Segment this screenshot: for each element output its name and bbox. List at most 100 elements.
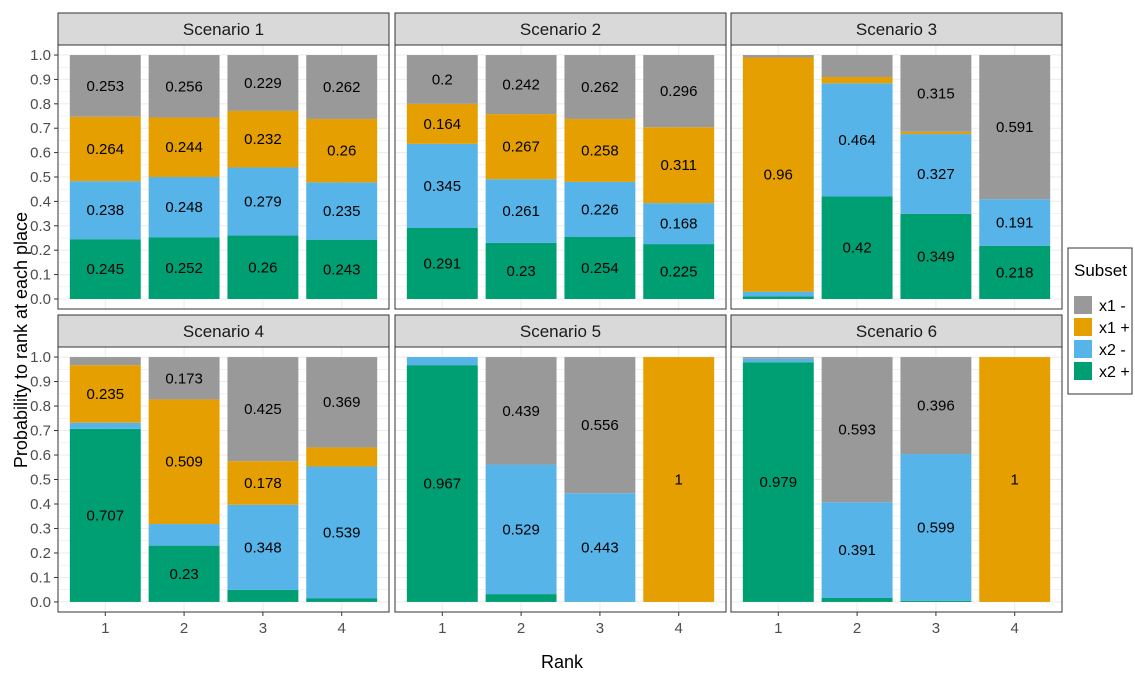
y-tick-label: 0.5 (30, 472, 51, 489)
x-tick-label: 4 (338, 620, 346, 637)
bar-segment-x1p (69, 365, 141, 423)
bar-value-label: 0.235 (87, 386, 125, 403)
bar-value-label: 0.248 (165, 199, 203, 216)
bar-segment-x2m (900, 134, 972, 214)
bar-value-label: 0.348 (244, 539, 282, 556)
y-tick-label: 1.0 (30, 349, 51, 366)
bar-value-label: 0.26 (327, 143, 356, 160)
legend-title: Subset (1074, 261, 1127, 280)
bar-segment-x1m (979, 55, 1051, 200)
bar-segment-x2m (227, 504, 299, 590)
facet-strip-label: Scenario 2 (520, 20, 601, 39)
bar-segment-x1m (485, 55, 557, 115)
x-tick-label: 4 (1011, 620, 1019, 637)
x-tick-label: 2 (180, 620, 188, 637)
bar-value-label: 1 (1011, 472, 1019, 489)
bar-segment-x2m (564, 181, 636, 238)
bar-segment-x1p (148, 117, 220, 177)
x-tick-label: 1 (774, 620, 782, 637)
bar-value-label: 0.591 (996, 119, 1034, 136)
facet-strip-label: Scenario 1 (183, 20, 264, 39)
bar-segment-x2p (900, 213, 972, 299)
bar-value-label: 0.556 (581, 417, 619, 434)
y-tick-label: 0.5 (30, 169, 51, 186)
bar-value-label: 0.291 (424, 255, 462, 272)
bar-value-label: 0.226 (581, 201, 619, 218)
bar-value-label: 0.279 (244, 194, 282, 211)
y-tick-label: 0.2 (30, 545, 51, 562)
bar-value-label: 0.311 (660, 157, 696, 174)
legend-label: x2 + (1099, 364, 1130, 381)
bar-segment-x2m (742, 291, 814, 297)
bar-segment-x1m (564, 55, 636, 119)
bar-value-label: 0.267 (502, 139, 540, 156)
bar-segment-x1p (742, 57, 814, 292)
bar-segment-x2p (821, 196, 893, 299)
bar-value-label: 0.509 (165, 454, 203, 471)
bar-segment-x1m (69, 357, 141, 366)
bar-segment-x1p (306, 447, 378, 467)
y-tick-label: 0.4 (30, 193, 51, 210)
legend-label: x2 - (1099, 342, 1126, 359)
bar-segment-x2p (69, 428, 141, 602)
bar-segment-x2p (148, 545, 220, 602)
bar-segment-x2p (485, 242, 557, 299)
bar-segment-x2m (742, 358, 814, 363)
y-tick-label: 0.0 (30, 291, 51, 308)
y-tick-label: 0.3 (30, 218, 51, 235)
bar-value-label: 0.229 (244, 75, 282, 92)
legend-swatch (1074, 318, 1092, 336)
bar-value-label: 1 (675, 472, 683, 489)
bar-value-label: 0.243 (323, 261, 361, 278)
y-tick-label: 0.6 (30, 145, 51, 162)
bar-value-label: 0.96 (764, 167, 793, 184)
bar-segment-x1p (643, 357, 715, 602)
y-tick-label: 0.3 (30, 520, 51, 537)
bar-segment-x2m (821, 83, 893, 197)
bar-value-label: 0.443 (581, 539, 619, 556)
bar-value-label: 0.464 (838, 132, 876, 149)
bar-segment-x1m (900, 55, 972, 132)
x-tick-label: 4 (675, 620, 683, 637)
bar-segment-x1p (643, 127, 715, 204)
bar-value-label: 0.327 (917, 166, 955, 183)
bar-value-label: 0.168 (660, 216, 698, 233)
legend-swatch (1074, 362, 1092, 380)
bar-segment-x1p (979, 357, 1051, 602)
facet-panel: Scenario 6 0.979 0.391 0.593 0.599 0.396 1 (730, 314, 1063, 613)
bar-segment-x1m (643, 55, 715, 128)
bar-segment-x2m (643, 203, 715, 245)
bar-value-label: 0.264 (87, 141, 125, 158)
bar-segment-x1p (821, 76, 893, 84)
bar-value-label: 0.349 (917, 248, 955, 265)
panel-border (730, 44, 1063, 310)
bar-value-label: 0.529 (502, 521, 540, 538)
y-tick-label: 0.2 (30, 242, 51, 259)
bar-segment-x2m (406, 357, 478, 366)
bar-value-label: 0.539 (323, 525, 361, 542)
bar-segment-x2p (148, 237, 220, 299)
legend-box (1067, 247, 1133, 395)
panel-border (394, 44, 727, 310)
x-tick-label: 3 (259, 620, 267, 637)
bar-value-label: 0.253 (87, 78, 125, 95)
bar-value-label: 0.225 (660, 264, 698, 281)
facet-panel: Scenario 2 0.291 0.345 0.164 0.2 0.23 0.261 0.2… (394, 12, 727, 310)
bar-value-label: 0.191 (996, 214, 1034, 231)
bar-segment-x2m (979, 199, 1051, 246)
facet-panel: Scenario 5 0.967 0.529 0.439 0.443 0.556 1 (394, 314, 727, 613)
bar-value-label: 0.218 (996, 264, 1034, 281)
facet-panel: Scenario 3 0.96 0.42 0.464 0.349 0.327 0.315 0.… (730, 12, 1063, 310)
bar-segment-x1m (306, 357, 378, 448)
bar-segment-x1m (900, 357, 972, 455)
bar-segment-x1m (227, 357, 299, 462)
x-tick-label: 1 (438, 620, 446, 637)
bar-segment-x1p (485, 114, 557, 180)
bar-segment-x1p (69, 116, 141, 182)
x-axis-title: Rank (541, 652, 584, 672)
bar-value-label: 0.707 (87, 507, 125, 524)
bar-value-label: 0.979 (760, 474, 798, 491)
bar-value-label: 0.173 (165, 370, 203, 387)
bar-segment-x1m (821, 357, 893, 503)
